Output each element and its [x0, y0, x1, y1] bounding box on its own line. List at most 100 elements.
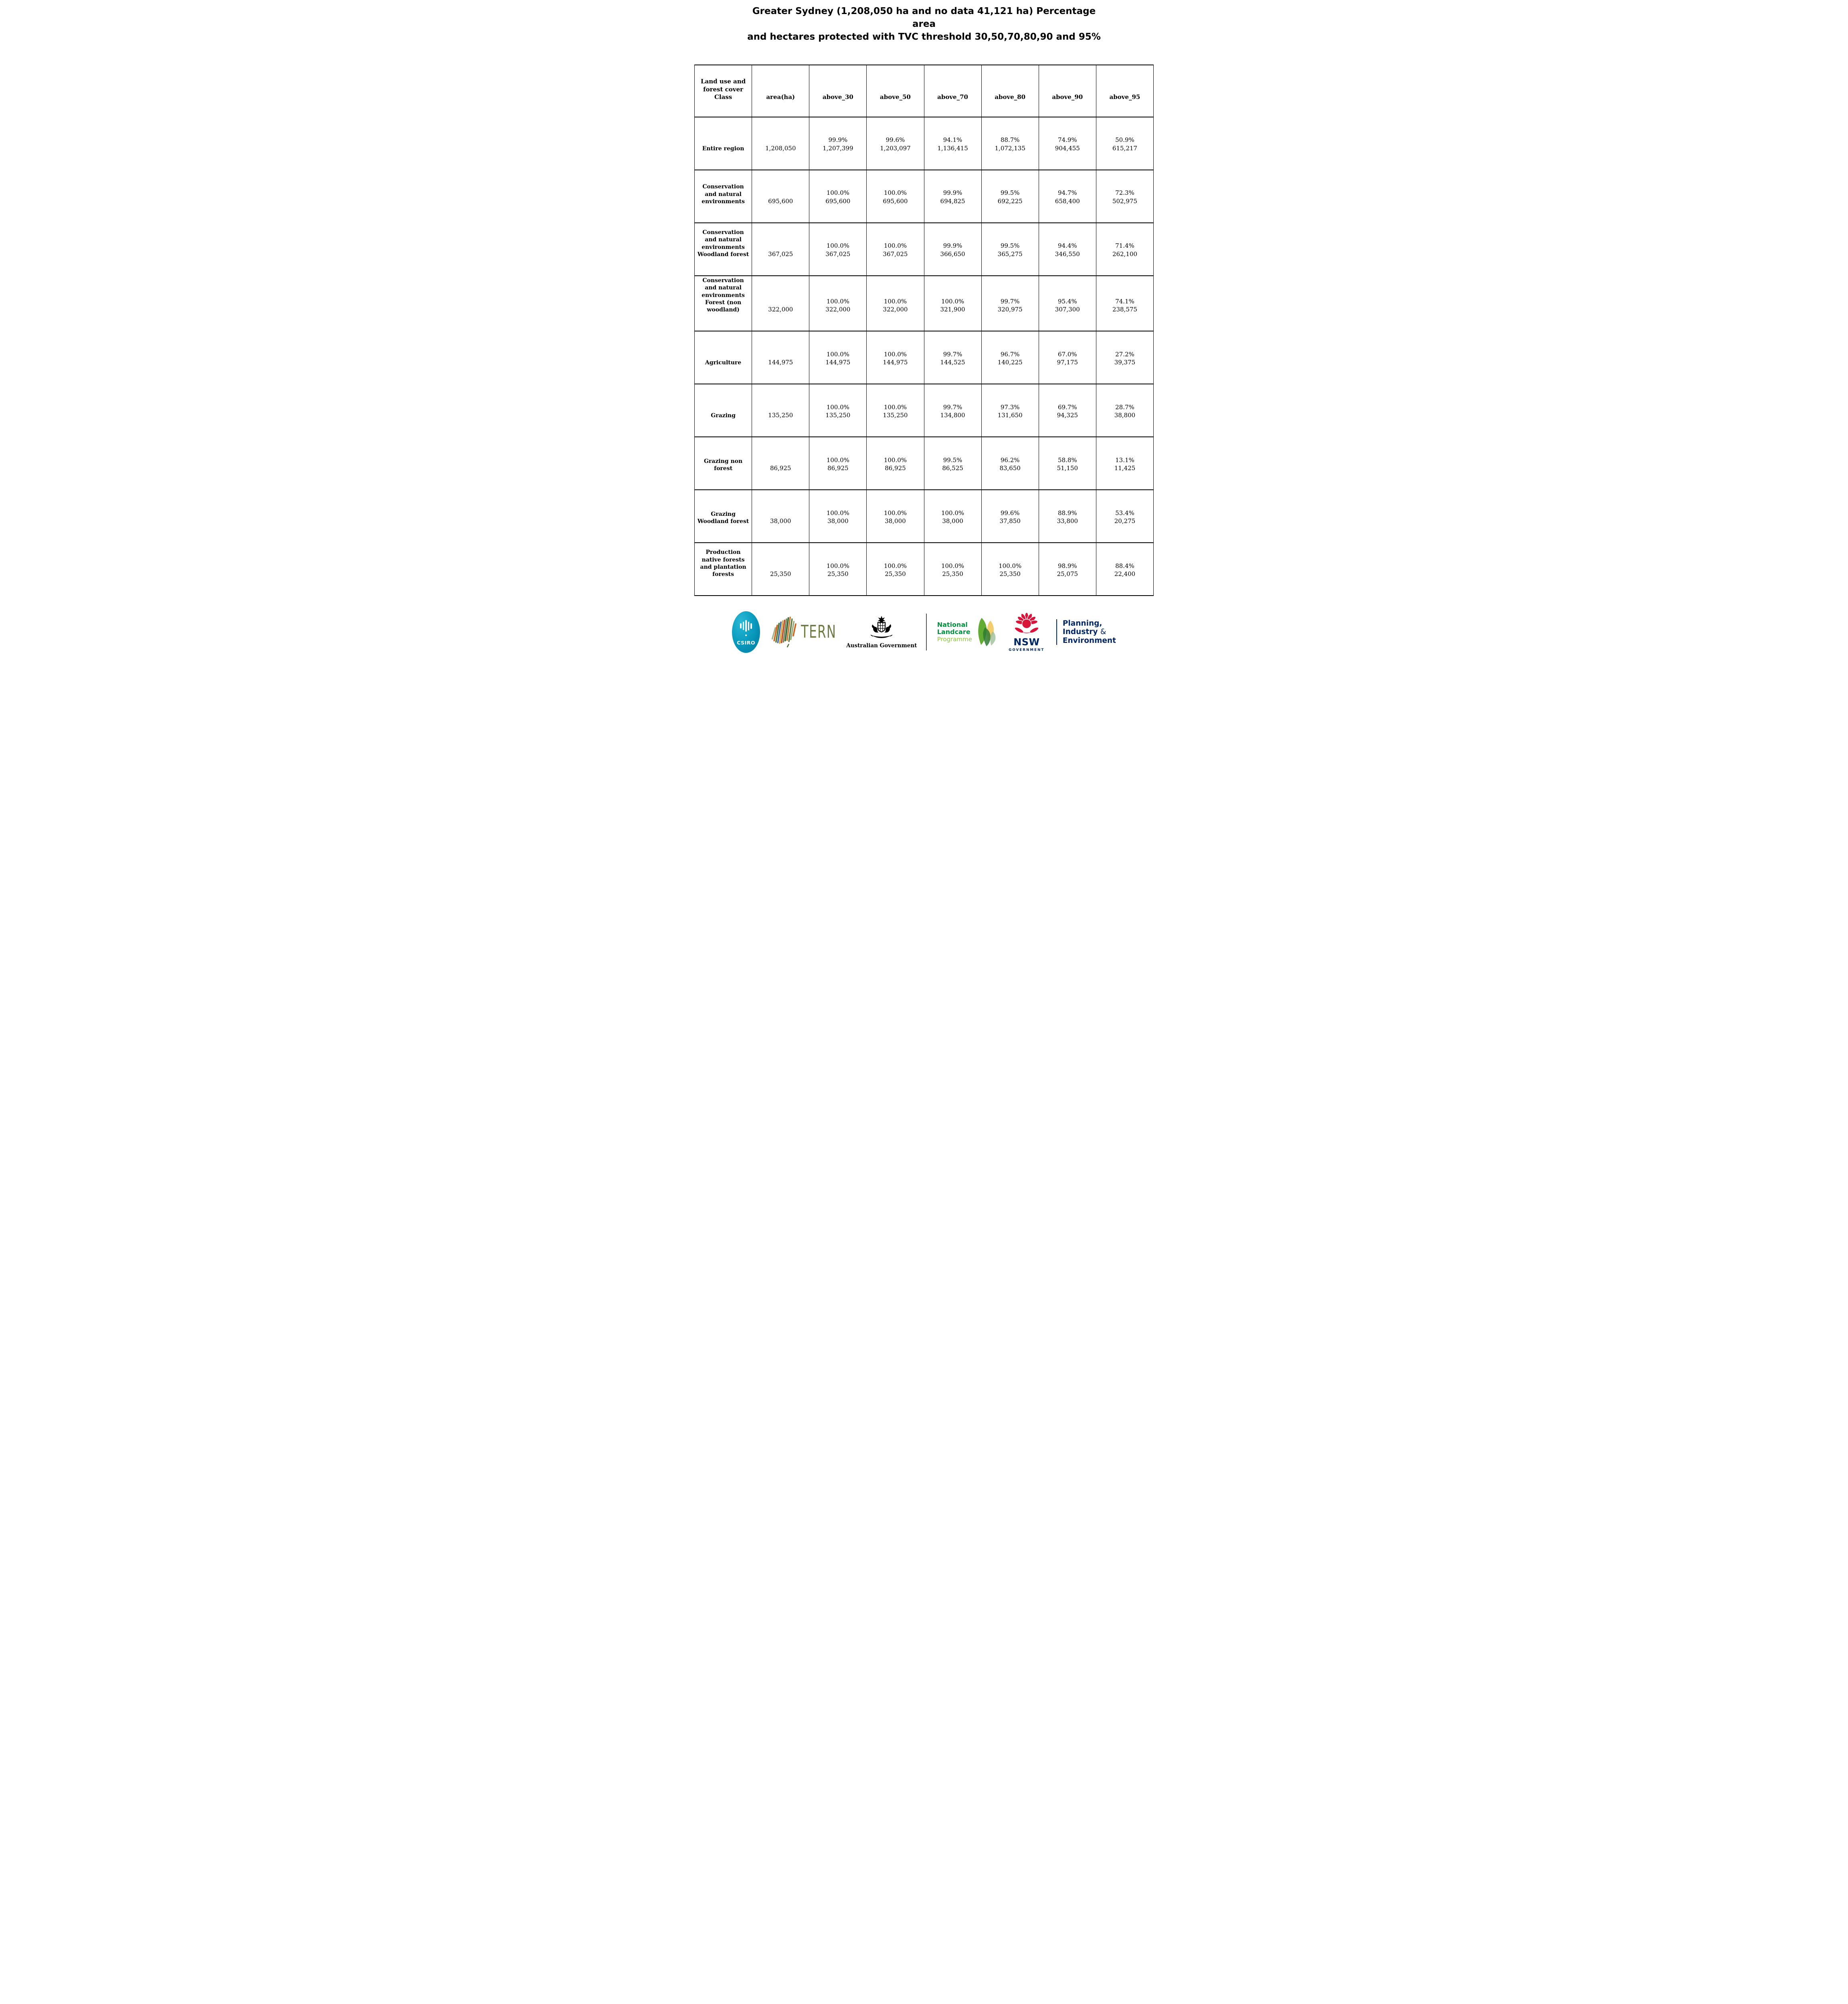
table-row: Conservation and natural environments Wo… [694, 222, 1154, 276]
threshold-cell: 100.0% 25,350 [981, 542, 1039, 596]
table-row: Grazing 135,250 100.0% 135,250 100.0% 13… [694, 383, 1154, 437]
threshold-hectares: 140,225 [997, 359, 1023, 366]
threshold-percent: 96.2% [1000, 456, 1020, 464]
threshold-cell: 67.0% 97,175 [1038, 330, 1096, 384]
threshold-hectares: 131,650 [997, 412, 1023, 419]
threshold-hectares: 144,525 [940, 359, 965, 366]
threshold-percent: 99.5% [943, 456, 962, 464]
threshold-hectares: 83,650 [999, 465, 1021, 472]
threshold-cell: 99.9% 1,207,399 [809, 116, 867, 170]
threshold-hectares: 144,975 [825, 359, 851, 366]
landcare-line-2: Landcare [937, 628, 971, 636]
threshold-hectares: 25,075 [1057, 570, 1078, 578]
threshold-percent: 100.0% [826, 562, 849, 570]
threshold-hectares: 97,175 [1057, 359, 1078, 366]
row-label: Agriculture [694, 330, 752, 384]
tern-logo: TERN [770, 616, 837, 648]
threshold-cell: 74.1% 238,575 [1096, 275, 1154, 331]
row-label: Grazing Woodland forest [694, 489, 752, 543]
threshold-hectares: 1,072,135 [995, 144, 1025, 152]
csiro-logo: CSIRO [732, 611, 760, 653]
threshold-hectares: 695,600 [883, 197, 908, 205]
threshold-percent: 72.3% [1115, 189, 1134, 197]
threshold-cell: 99.5% 692,225 [981, 169, 1039, 223]
dept-line-2: Industry & [1063, 628, 1116, 636]
threshold-hectares: 262,100 [1112, 250, 1137, 258]
nsw-label: NSW [1013, 636, 1040, 648]
column-header-0: Land use and forest cover Class [694, 64, 752, 117]
threshold-percent: 28.7% [1115, 403, 1134, 411]
threshold-percent: 99.6% [886, 136, 905, 144]
threshold-cell: 71.4% 262,100 [1096, 222, 1154, 276]
threshold-hectares: 615,217 [1112, 144, 1137, 152]
threshold-hectares: 22,400 [1114, 570, 1136, 578]
threshold-percent: 99.5% [1000, 189, 1020, 197]
table-row: Agriculture 144,975 100.0% 144,975 100.0… [694, 330, 1154, 384]
column-header-1: area(ha) [752, 64, 810, 117]
threshold-percent: 100.0% [826, 350, 849, 358]
column-header-3: above_50 [866, 64, 924, 117]
threshold-cell: 99.5% 86,525 [924, 436, 982, 490]
data-table: Land use and forest cover Class area(ha) a… [694, 64, 1154, 596]
threshold-hectares: 25,350 [999, 570, 1021, 578]
threshold-percent: 94.4% [1057, 242, 1077, 250]
threshold-hectares: 39,375 [1114, 359, 1136, 366]
dept-ampersand: & [1100, 628, 1106, 636]
threshold-hectares: 38,000 [885, 517, 906, 525]
threshold-hectares: 11,425 [1114, 465, 1136, 472]
threshold-cell: 58.8% 51,150 [1038, 436, 1096, 490]
threshold-cell: 99.6% 37,850 [981, 489, 1039, 543]
threshold-hectares: 346,550 [1055, 250, 1080, 258]
threshold-percent: 100.0% [884, 297, 907, 305]
report-page: Greater Sydney (1,208,050 ha and no data… [693, 0, 1155, 653]
threshold-percent: 94.7% [1057, 189, 1077, 197]
threshold-hectares: 25,350 [885, 570, 906, 578]
threshold-hectares: 134,800 [940, 412, 965, 419]
nsw-waratah-icon [1014, 612, 1039, 634]
threshold-cell: 74.9% 904,455 [1038, 116, 1096, 170]
threshold-cell: 100.0% 25,350 [809, 542, 867, 596]
title-line-2: and hectares protected with TVC threshol… [747, 32, 1101, 42]
threshold-hectares: 38,000 [827, 517, 849, 525]
threshold-percent: 94.1% [943, 136, 962, 144]
threshold-cell: 100.0% 25,350 [866, 542, 924, 596]
threshold-cell: 100.0% 322,000 [809, 275, 867, 331]
threshold-hectares: 502,975 [1112, 197, 1137, 205]
threshold-hectares: 25,350 [827, 570, 849, 578]
threshold-percent: 100.0% [941, 509, 964, 517]
threshold-percent: 100.0% [941, 297, 964, 305]
column-header-4: above_70 [924, 64, 982, 117]
threshold-percent: 99.6% [1000, 509, 1020, 517]
threshold-percent: 100.0% [826, 242, 849, 250]
threshold-percent: 100.0% [999, 562, 1022, 570]
threshold-percent: 67.0% [1057, 350, 1077, 358]
area-cell: 695,600 [752, 169, 810, 223]
threshold-cell: 94.7% 658,400 [1038, 169, 1096, 223]
row-label: Conservation and natural environments Fo… [694, 275, 752, 331]
table-row: Entire region 1,208,050 99.9% 1,207,399 … [694, 116, 1154, 170]
table-header-row: Land use and forest cover Class area(ha) a… [694, 64, 1154, 117]
row-label: Production native forests and plantation… [694, 542, 752, 596]
threshold-cell: 100.0% 86,925 [809, 436, 867, 490]
australian-government-label: Australian Government [846, 642, 917, 649]
area-cell: 25,350 [752, 542, 810, 596]
threshold-hectares: 694,825 [940, 197, 965, 205]
threshold-hectares: 33,800 [1057, 517, 1078, 525]
threshold-percent: 69.7% [1057, 403, 1077, 411]
threshold-percent: 95.4% [1057, 297, 1077, 305]
tern-australia-map-icon [771, 616, 797, 648]
threshold-percent: 71.4% [1115, 242, 1134, 250]
threshold-cell: 88.9% 33,800 [1038, 489, 1096, 543]
landcare-leaves-icon [978, 618, 996, 646]
threshold-hectares: 1,203,097 [880, 144, 911, 152]
footer-logos: CSIRO TE [700, 611, 1148, 653]
tern-label: TERN [801, 622, 837, 642]
threshold-percent: 100.0% [826, 297, 849, 305]
threshold-percent: 100.0% [941, 562, 964, 570]
dept-industry-label: Industry [1062, 628, 1098, 636]
threshold-percent: 100.0% [884, 562, 907, 570]
threshold-hectares: 20,275 [1114, 517, 1136, 525]
threshold-hectares: 322,000 [825, 306, 851, 313]
planning-industry-environment-logo: Planning, Industry & Environment [1056, 619, 1116, 645]
threshold-cell: 99.5% 365,275 [981, 222, 1039, 276]
